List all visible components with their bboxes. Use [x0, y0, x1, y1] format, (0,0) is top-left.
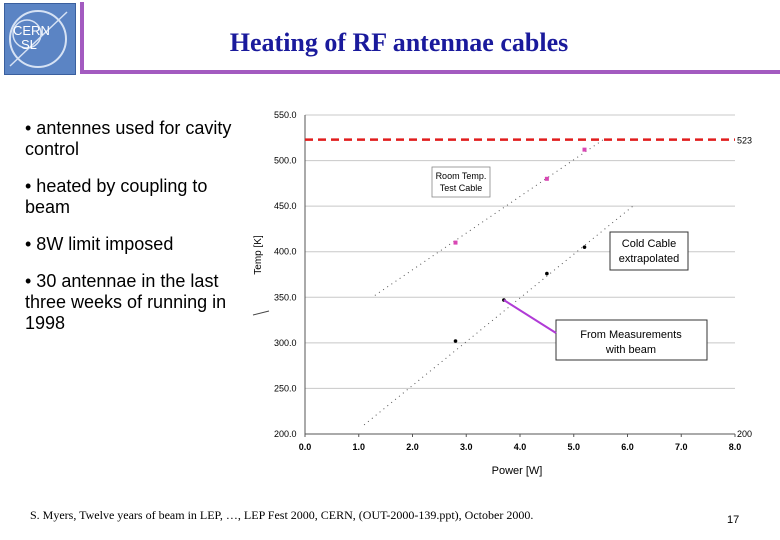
annotation-room-temp-line2: Test Cable [440, 183, 483, 193]
data-point-cold-cable [582, 245, 587, 249]
axis-callout-line [252, 310, 270, 316]
data-point-cold-cable [453, 339, 458, 343]
x-tick-label: 4.0 [514, 442, 527, 452]
fit-line-1 [374, 137, 607, 296]
data-point-room-temp [582, 147, 587, 152]
header-vertical-rule [80, 2, 84, 72]
footer-citation: S. Myers, Twelve years of beam in LEP, …… [30, 508, 534, 522]
annotation-pointer-line [503, 299, 557, 334]
page-number: 17 [727, 514, 740, 526]
data-point-room-temp [544, 176, 549, 181]
y-tick-label: 500.0 [274, 156, 297, 166]
page-title: Heating of RF antennae cables [229, 28, 569, 57]
x-tick-label: 3.0 [460, 442, 473, 452]
annotation-measurements-line2: with beam [605, 344, 656, 356]
fit-line-2 [363, 205, 634, 426]
x-tick-label: 2.0 [406, 442, 419, 452]
annotation-box-cold-cable [609, 231, 689, 271]
y-tick-label: 300.0 [274, 338, 297, 348]
annotation-cold-cable-line1: Cold Cable [622, 238, 676, 250]
bullet-list: • antennes used for cavity control • hea… [25, 118, 250, 350]
logo-text-sl: SL [21, 37, 37, 52]
y-tick-label: 200.0 [274, 429, 297, 439]
x-tick-label: 1.0 [352, 442, 365, 452]
header-horizontal-rule [80, 70, 780, 74]
x-tick-label: 7.0 [675, 442, 688, 452]
annotation-measurements-line1: From Measurements [580, 329, 682, 341]
bullet-item: • 8W limit imposed [25, 234, 174, 254]
bullet-item: • 30 antennae in the last three weeks of… [25, 271, 227, 333]
limit-line-label: 523 [737, 136, 752, 146]
y-tick-label: 400.0 [274, 247, 297, 257]
y-tick-label: 350.0 [274, 292, 297, 302]
y-axis-label: Temp [K] [253, 235, 264, 275]
logo-text-cern: CERN [13, 23, 50, 38]
x-tick-label: 5.0 [567, 442, 580, 452]
logo-rings-icon [9, 10, 68, 68]
annotation-room-temp-line1: Room Temp. [436, 171, 487, 181]
x-tick-label: 6.0 [621, 442, 634, 452]
x-tick-label: 0.0 [299, 442, 312, 452]
x-tick-label: 8.0 [729, 442, 742, 452]
x-axis-label: Power [W] [492, 465, 543, 477]
data-point-room-temp [453, 240, 458, 245]
annotation-box-room-temp [431, 166, 491, 198]
bullet-item: • heated by coupling to beam [25, 176, 208, 217]
annotation-cold-cable-line2: extrapolated [619, 253, 680, 265]
bullet-item: • antennes used for cavity control [25, 118, 232, 159]
y-tick-label: 450.0 [274, 201, 297, 211]
temperature-power-chart: 200.0 250.0 300.0 350.0 400.0 450.0 500.0 550.0… [252, 110, 752, 477]
y-tick-label: 250.0 [274, 383, 297, 393]
right-axis-label: 200 [737, 429, 752, 439]
annotation-box-measurements [555, 319, 708, 361]
y-tick-label: 550.0 [274, 110, 297, 120]
data-point-cold-cable [545, 271, 549, 276]
cern-sl-logo: CERN SL [4, 3, 76, 75]
